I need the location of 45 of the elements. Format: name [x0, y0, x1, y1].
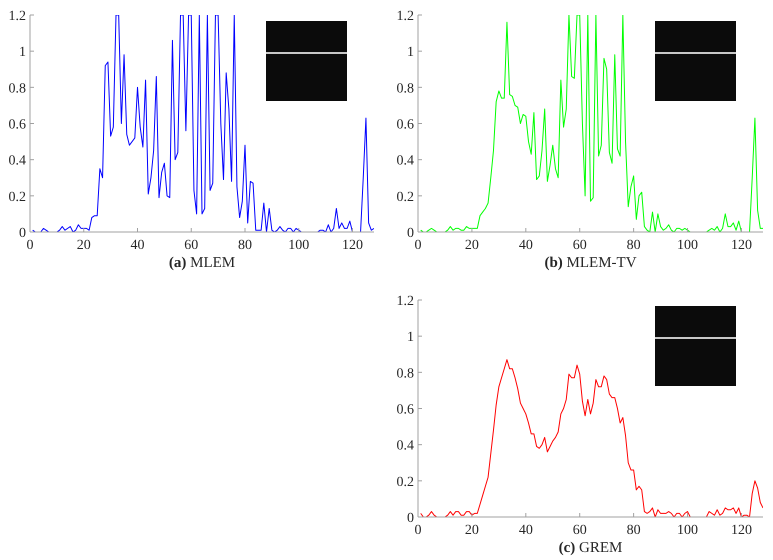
- y-tick-label: 0: [407, 510, 414, 526]
- y-tick-label: 0.4: [396, 438, 414, 454]
- x-tick-label: 20: [464, 238, 479, 253]
- y-tick-label: 1: [407, 45, 414, 60]
- y-tick-label: 0.6: [396, 117, 414, 132]
- y-tick-label: 0.8: [396, 366, 414, 382]
- x-tick-label: 80: [238, 238, 252, 253]
- x-tick-label: 40: [518, 238, 533, 253]
- x-tick-label: 120: [342, 238, 363, 253]
- y-tick-label: 0.2: [396, 190, 414, 205]
- y-tick-label: 0.6: [8, 117, 26, 132]
- x-tick-label: 100: [288, 238, 310, 253]
- x-axis-title: (b) MLEM-TV: [544, 255, 637, 271]
- y-tick-label: 0.6: [396, 402, 414, 418]
- x-tick-label: 20: [464, 522, 479, 538]
- y-tick-label: 0.2: [8, 190, 26, 205]
- x-tick-label: 60: [572, 522, 587, 538]
- x-tick-label: 60: [572, 238, 587, 253]
- y-tick-label: 1: [407, 330, 414, 346]
- x-tick-label: 80: [626, 238, 641, 253]
- line-series: [420, 15, 763, 232]
- y-tick-label: 1: [19, 45, 26, 60]
- x-tick-label: 120: [730, 522, 752, 538]
- y-tick-label: 1.2: [8, 8, 26, 24]
- x-tick-label: 100: [677, 238, 698, 253]
- x-tick-label: 60: [184, 238, 198, 253]
- x-tick-label: 20: [76, 238, 91, 253]
- x-tick-label: 80: [626, 522, 641, 538]
- y-tick-label: 1.2: [396, 8, 414, 24]
- x-tick-label: 100: [677, 522, 698, 538]
- y-tick-label: 0.4: [8, 154, 26, 169]
- x-tick-label: 120: [730, 238, 752, 253]
- y-tick-label: 0: [407, 226, 414, 241]
- line-series: [32, 15, 374, 232]
- y-tick-label: 1.2: [396, 294, 414, 309]
- line-series: [420, 359, 763, 517]
- x-axis-title: (a) MLEM: [168, 255, 236, 271]
- y-tick-label: 0: [19, 226, 26, 241]
- y-tick-label: 0.8: [8, 81, 26, 96]
- y-tick-label: 0.8: [396, 81, 414, 96]
- y-tick-label: 0.4: [396, 154, 414, 169]
- x-axis-title: (c) GREM: [558, 540, 622, 556]
- x-tick-label: 40: [130, 238, 144, 253]
- y-tick-label: 0.2: [396, 474, 414, 490]
- x-tick-label: 40: [518, 522, 533, 538]
